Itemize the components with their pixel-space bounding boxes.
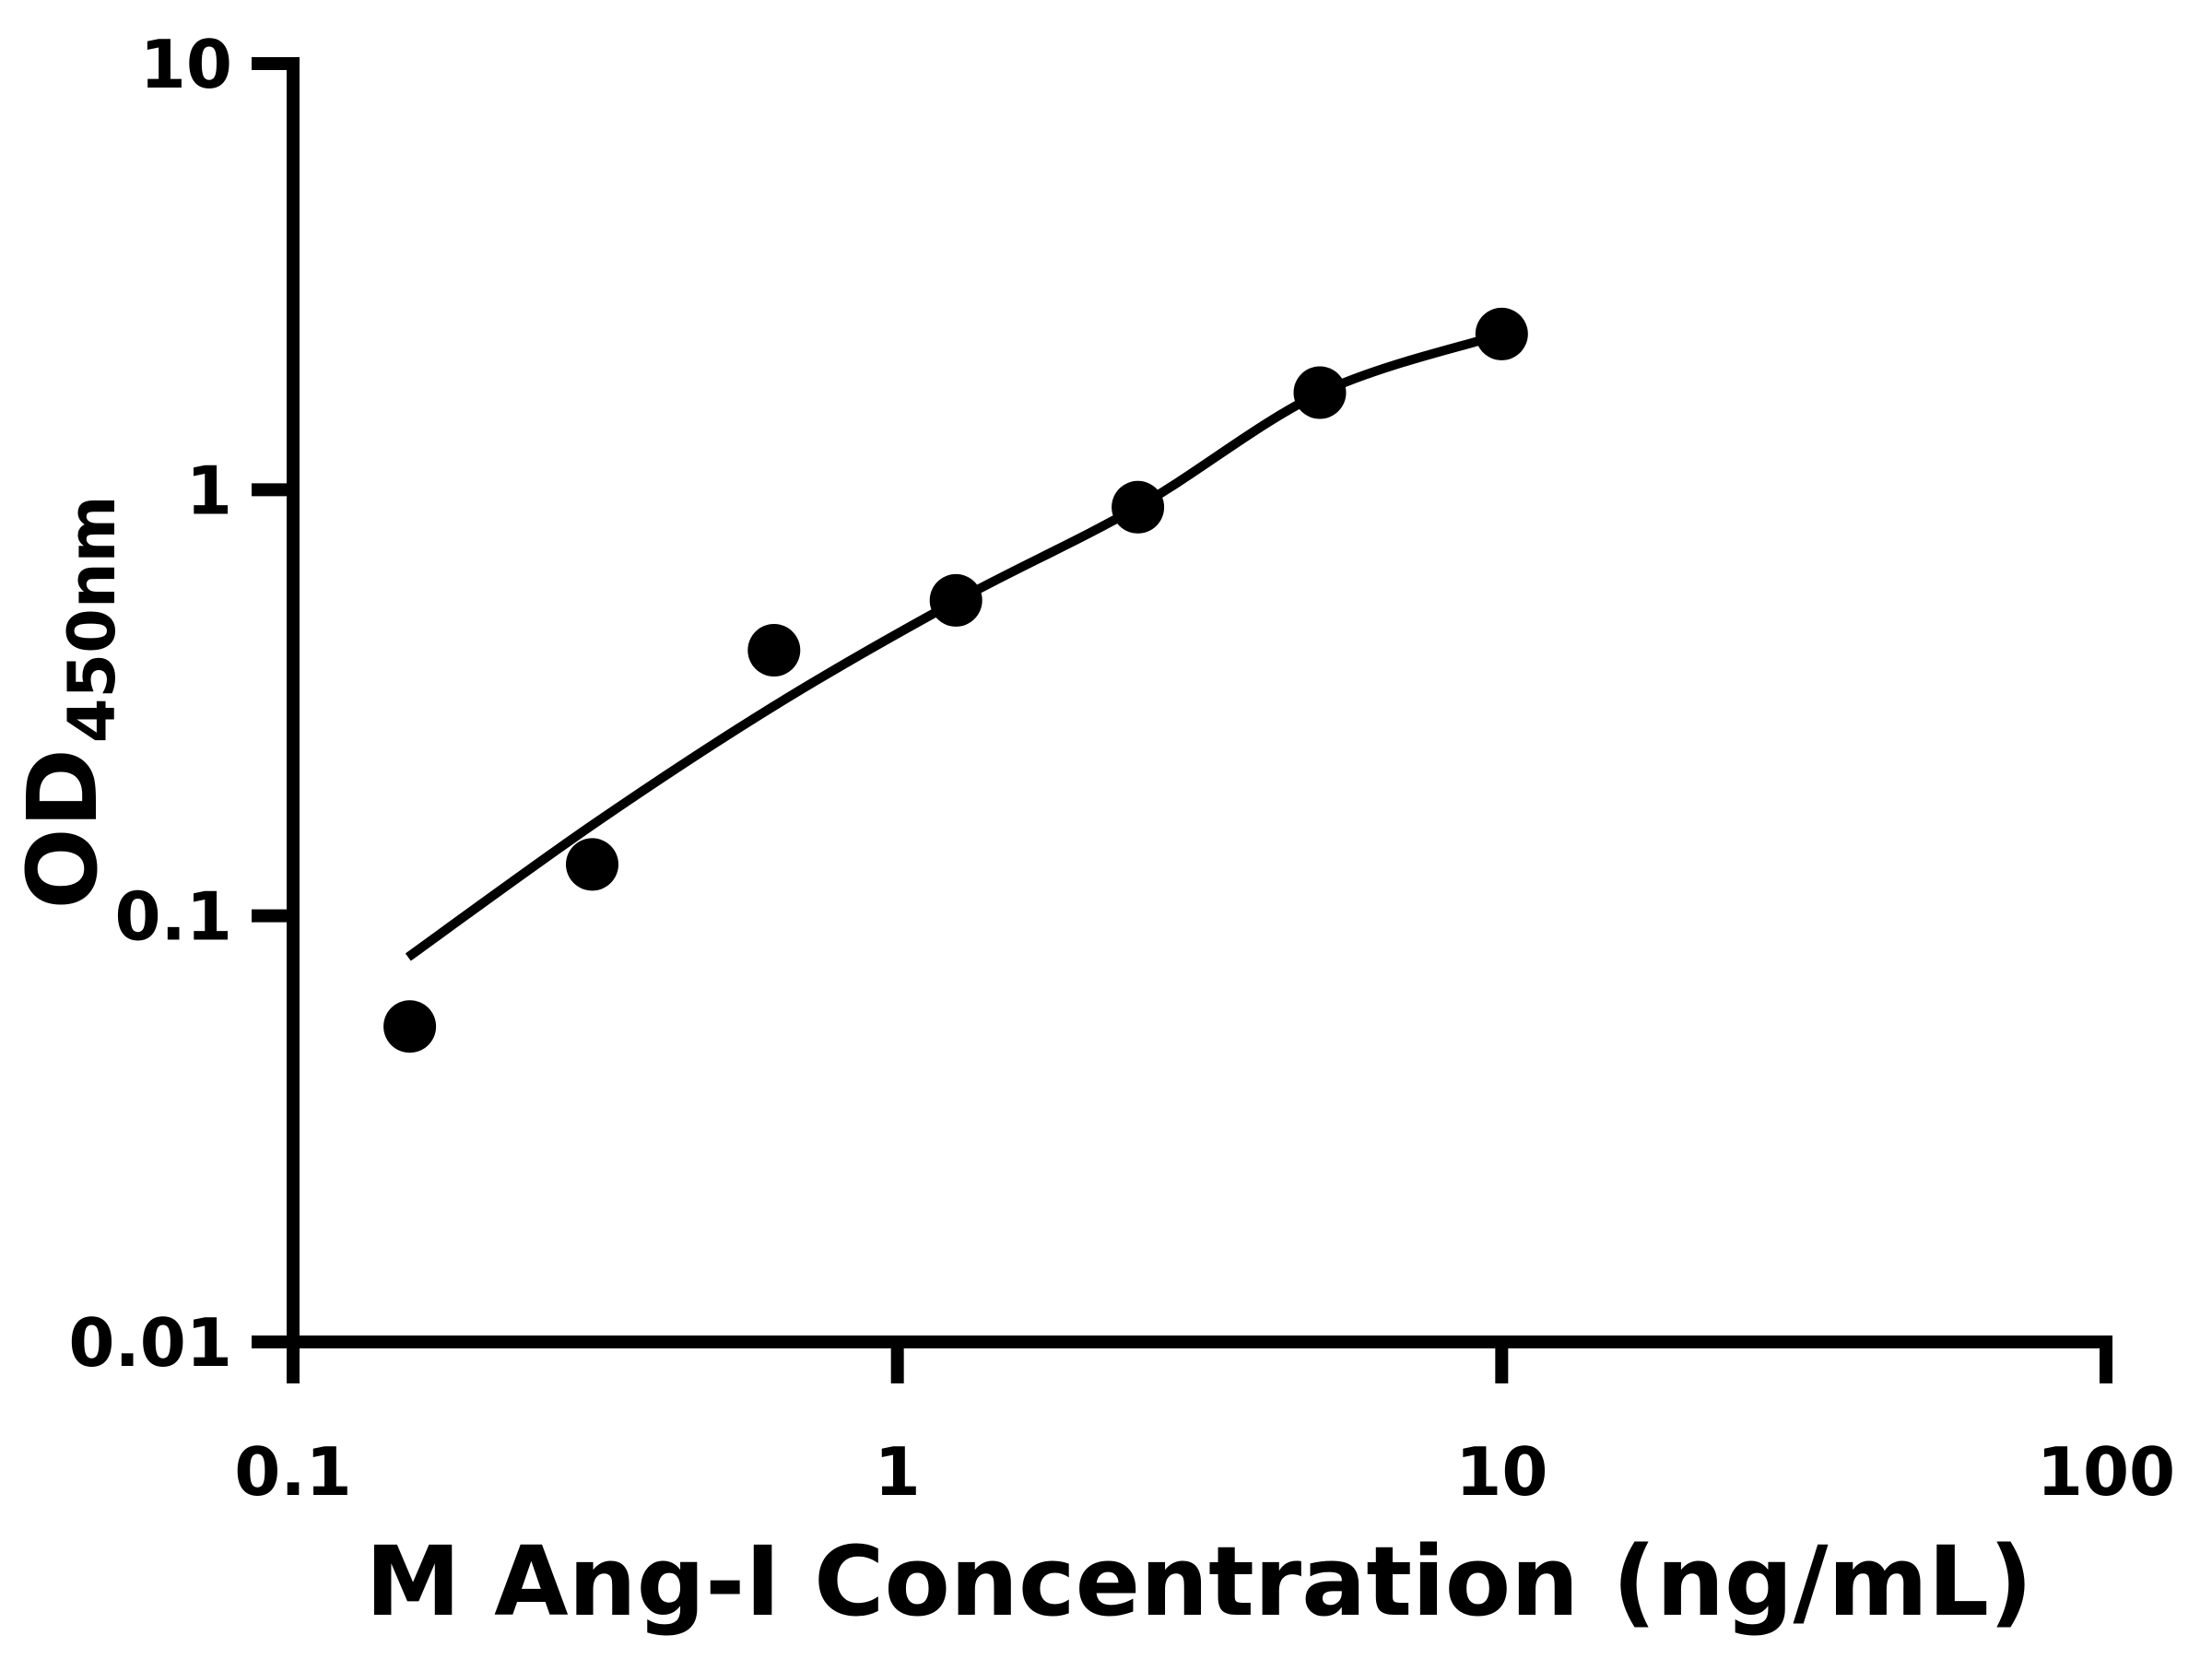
- data-point: [1112, 480, 1165, 534]
- x-tick-label: 0.1: [234, 1433, 352, 1511]
- data-point: [1293, 366, 1347, 419]
- data-point: [929, 573, 982, 627]
- y-tick-label: 0.01: [68, 1304, 232, 1382]
- series-group: [383, 307, 1528, 1053]
- data-point: [1475, 307, 1528, 360]
- y-tick-label: 1: [186, 452, 232, 529]
- y-axis-title-subscript: 450nm: [54, 495, 130, 743]
- x-tick-label: 10: [1455, 1433, 1547, 1511]
- y-tick-label: 0.1: [114, 878, 232, 956]
- y-axis-title-main: OD: [6, 748, 119, 910]
- x-tick-label: 1: [875, 1433, 921, 1511]
- x-axis-title: M Ang-I Concentration (ng/mL): [365, 1525, 2032, 1638]
- data-point: [566, 838, 618, 891]
- y-axis-title: OD 450nm: [6, 495, 130, 909]
- data-point: [383, 1000, 437, 1053]
- data-point: [747, 624, 801, 677]
- axis-frame: [252, 57, 2112, 1383]
- ticks-group: [252, 483, 1509, 1383]
- axes-group: [252, 57, 2112, 1383]
- y-tick-label: 10: [140, 26, 232, 103]
- x-tick-label: 100: [2037, 1433, 2175, 1511]
